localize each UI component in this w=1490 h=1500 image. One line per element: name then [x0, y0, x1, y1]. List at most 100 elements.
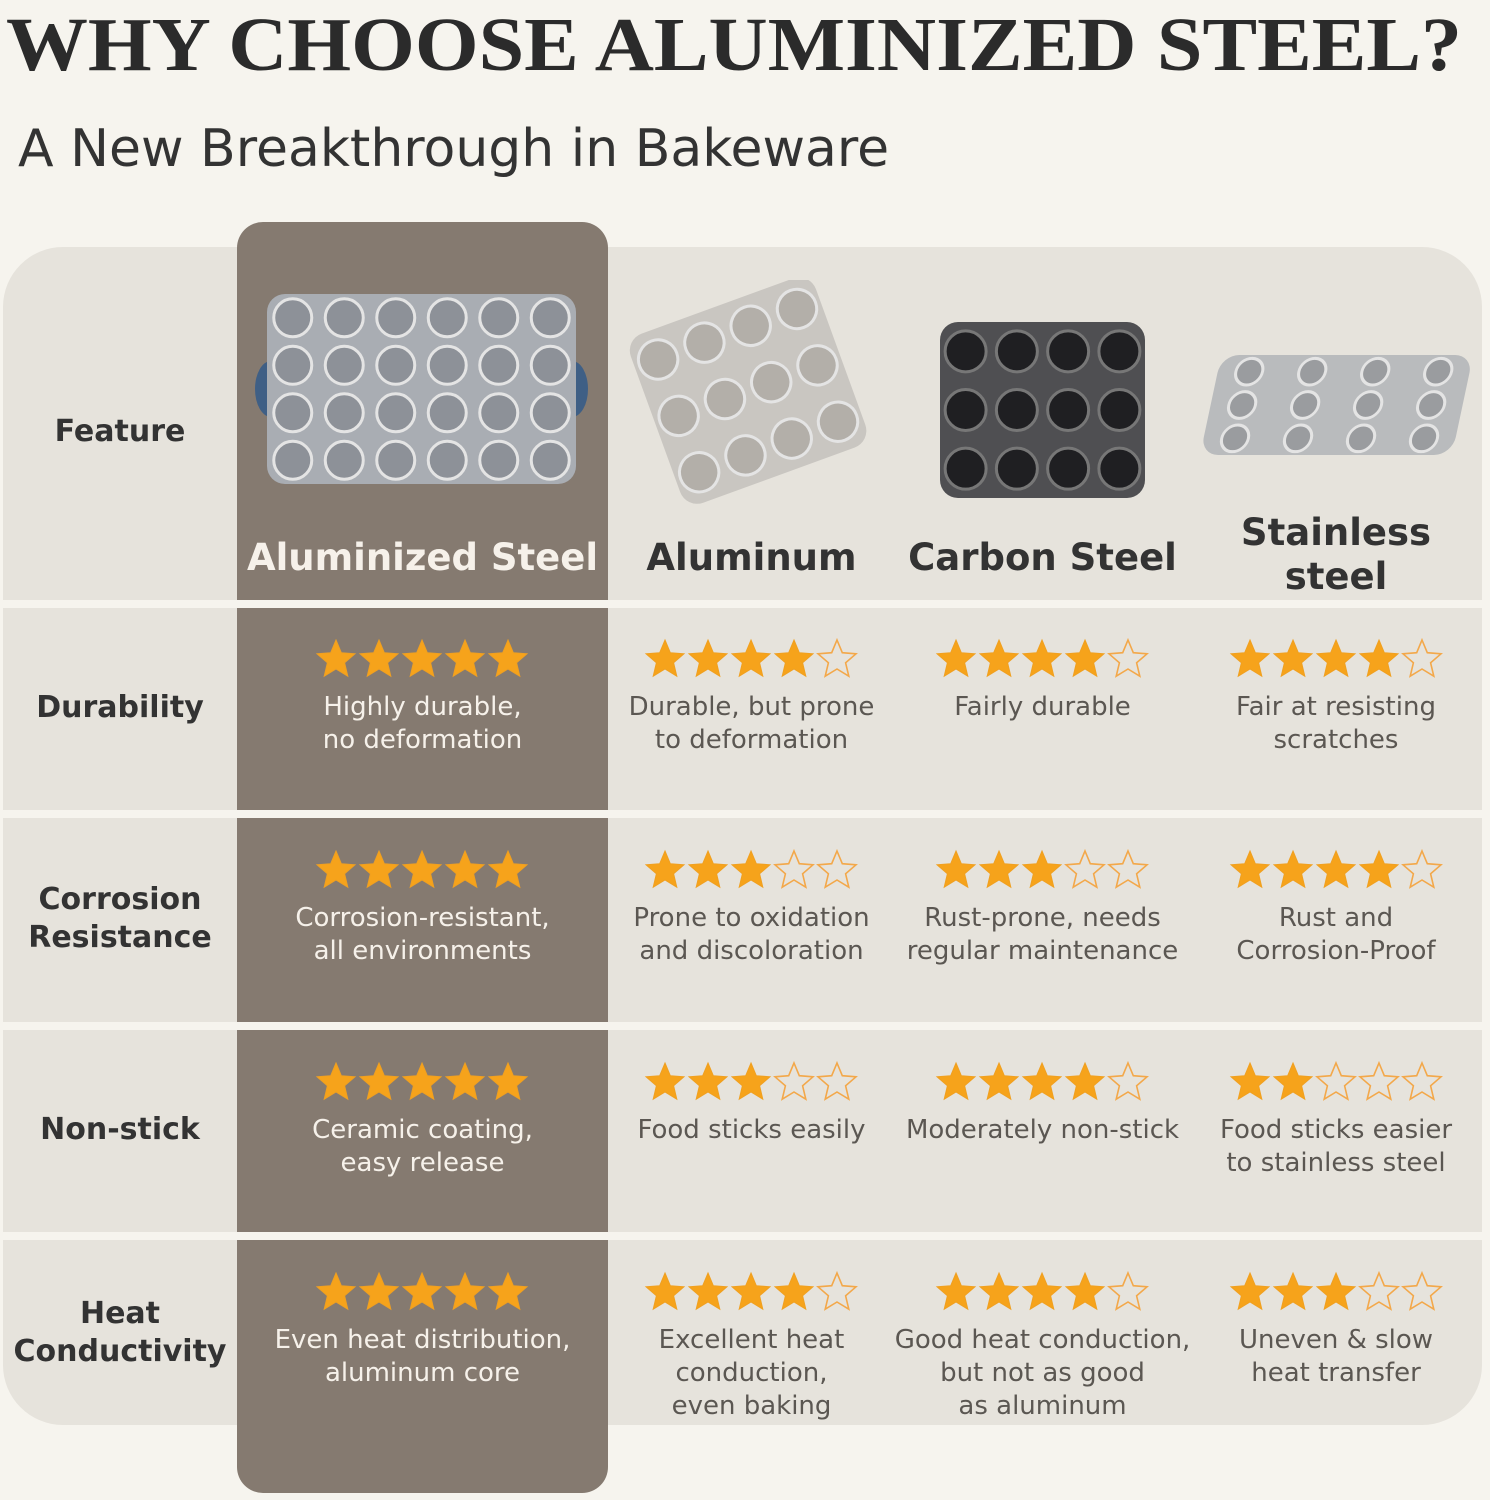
star-rating: [935, 1270, 1149, 1311]
star-empty: [1357, 1270, 1400, 1311]
rating-cell: Uneven & slow heat transfer: [1190, 1240, 1482, 1425]
column-header-line: Aluminum: [646, 536, 857, 579]
star-empty: [1400, 848, 1443, 889]
description-line: conduction,: [675, 1358, 828, 1388]
star-empty: [1314, 1060, 1357, 1101]
star-filled: [1358, 849, 1399, 889]
star-filled: [935, 1271, 977, 1311]
star-filled: [487, 1271, 529, 1311]
star-filled: [1272, 1271, 1313, 1311]
row-label: Corrosion Resistance: [3, 818, 237, 1020]
row-label-line: Conductivity: [13, 1333, 227, 1369]
star-empty: [1400, 1270, 1443, 1311]
star-filled: [730, 849, 772, 889]
star-filled: [358, 849, 400, 889]
description-line: regular maintenance: [906, 936, 1179, 966]
star-filled: [444, 1061, 486, 1101]
description-line: and discoloration: [639, 936, 864, 966]
rating-cell: Food sticks easier to stainless steel: [1190, 1030, 1482, 1230]
star-empty: [773, 848, 815, 889]
column-header: Stainless steel: [1190, 505, 1482, 605]
rating-description: Durable, but prone to deformation: [629, 691, 875, 757]
description-line: but not as good: [940, 1358, 1145, 1388]
star-filled: [1021, 1061, 1063, 1101]
description-line: Corrosion-resistant,: [295, 903, 550, 933]
row-label-line: Durability: [36, 689, 204, 725]
description-line: all environments: [313, 936, 532, 966]
star-filled: [1229, 849, 1270, 889]
description-line: Uneven & slow: [1238, 1325, 1434, 1355]
title: WHY CHOOSE ALUMINIZED STEEL?: [6, 3, 1462, 87]
star-filled: [444, 638, 486, 678]
description-line: Fairly durable: [954, 692, 1131, 722]
star-filled: [401, 638, 443, 678]
star-rating: [315, 849, 529, 889]
rating-description: Excellent heat conduction, even baking: [659, 1324, 845, 1423]
star-rating: [644, 848, 858, 889]
star-filled: [687, 849, 729, 889]
rating-cell: Moderately non-stick: [895, 1030, 1190, 1230]
rating-description: Rust-prone, needs regular maintenance: [907, 902, 1179, 968]
star-filled: [358, 1061, 400, 1101]
star-empty: [1064, 848, 1106, 889]
star-filled: [315, 638, 357, 678]
star-filled: [1229, 1271, 1270, 1311]
rating-cell: Corrosion-resistant, all environments: [237, 818, 608, 1020]
star-filled: [978, 1061, 1020, 1101]
star-filled: [1358, 638, 1399, 678]
rating-cell: Even heat distribution, aluminum core: [237, 1240, 608, 1425]
star-rating: [935, 848, 1149, 889]
rating-cell: Ceramic coating, easy release: [237, 1030, 608, 1230]
description-line: Prone to oxidation: [633, 903, 870, 933]
description-line: Rust and: [1278, 903, 1394, 933]
row-label-line: Heat: [79, 1295, 161, 1331]
star-empty: [816, 848, 858, 889]
description-line: Rust-prone, needs: [924, 903, 1161, 933]
description-line: to stainless steel: [1226, 1148, 1446, 1178]
rating-cell: Prone to oxidation and discoloration: [608, 818, 895, 1020]
description-line: Good heat conduction,: [894, 1325, 1191, 1355]
star-filled: [1315, 638, 1356, 678]
column-header: Aluminum: [608, 530, 895, 586]
column-header: Aluminized Steel: [237, 530, 608, 586]
description-line: aluminum core: [324, 1358, 521, 1388]
star-filled: [1021, 1271, 1063, 1311]
star-filled: [1064, 1271, 1106, 1311]
star-rating: [1229, 637, 1443, 678]
description-line: Food sticks easier: [1219, 1115, 1453, 1145]
star-filled: [730, 1061, 772, 1101]
star-rating: [644, 1060, 858, 1101]
star-filled: [444, 849, 486, 889]
star-empty: [1357, 1060, 1400, 1101]
star-filled: [773, 1271, 815, 1311]
rating-cell: Good heat conduction, but not as good as a…: [895, 1240, 1190, 1425]
rating-cell: Highly durable, no deformation: [237, 607, 608, 808]
description-line: easy release: [340, 1148, 505, 1178]
star-rating: [644, 1270, 858, 1311]
star-rating: [315, 1061, 529, 1101]
rating-description: Food sticks easier to stainless steel: [1220, 1114, 1452, 1180]
star-filled: [1272, 849, 1313, 889]
row-separator: [3, 810, 1482, 818]
star-empty: [1107, 848, 1149, 889]
rating-description: Fair at resisting scratches: [1236, 691, 1436, 757]
description-line: Moderately non-stick: [905, 1115, 1180, 1145]
star-empty: [816, 637, 858, 678]
star-filled: [1315, 1271, 1356, 1311]
description-line: Ceramic coating,: [312, 1115, 533, 1145]
star-rating: [644, 637, 858, 678]
description-line: Excellent heat: [658, 1325, 845, 1355]
description-line: to deformation: [654, 725, 849, 755]
star-filled: [1064, 638, 1106, 678]
star-filled: [1229, 1061, 1270, 1101]
description-line: Corrosion-Proof: [1236, 936, 1436, 966]
star-filled: [935, 1061, 977, 1101]
star-empty: [1107, 1060, 1149, 1101]
row-label: Heat Conductivity: [3, 1240, 237, 1425]
row-label-line: Corrosion: [38, 882, 202, 917]
rating-description: Food sticks easily: [637, 1114, 865, 1147]
rating-description: Good heat conduction, but not as good as a…: [895, 1324, 1191, 1423]
star-rating: [315, 1271, 529, 1311]
star-filled: [978, 1271, 1020, 1311]
